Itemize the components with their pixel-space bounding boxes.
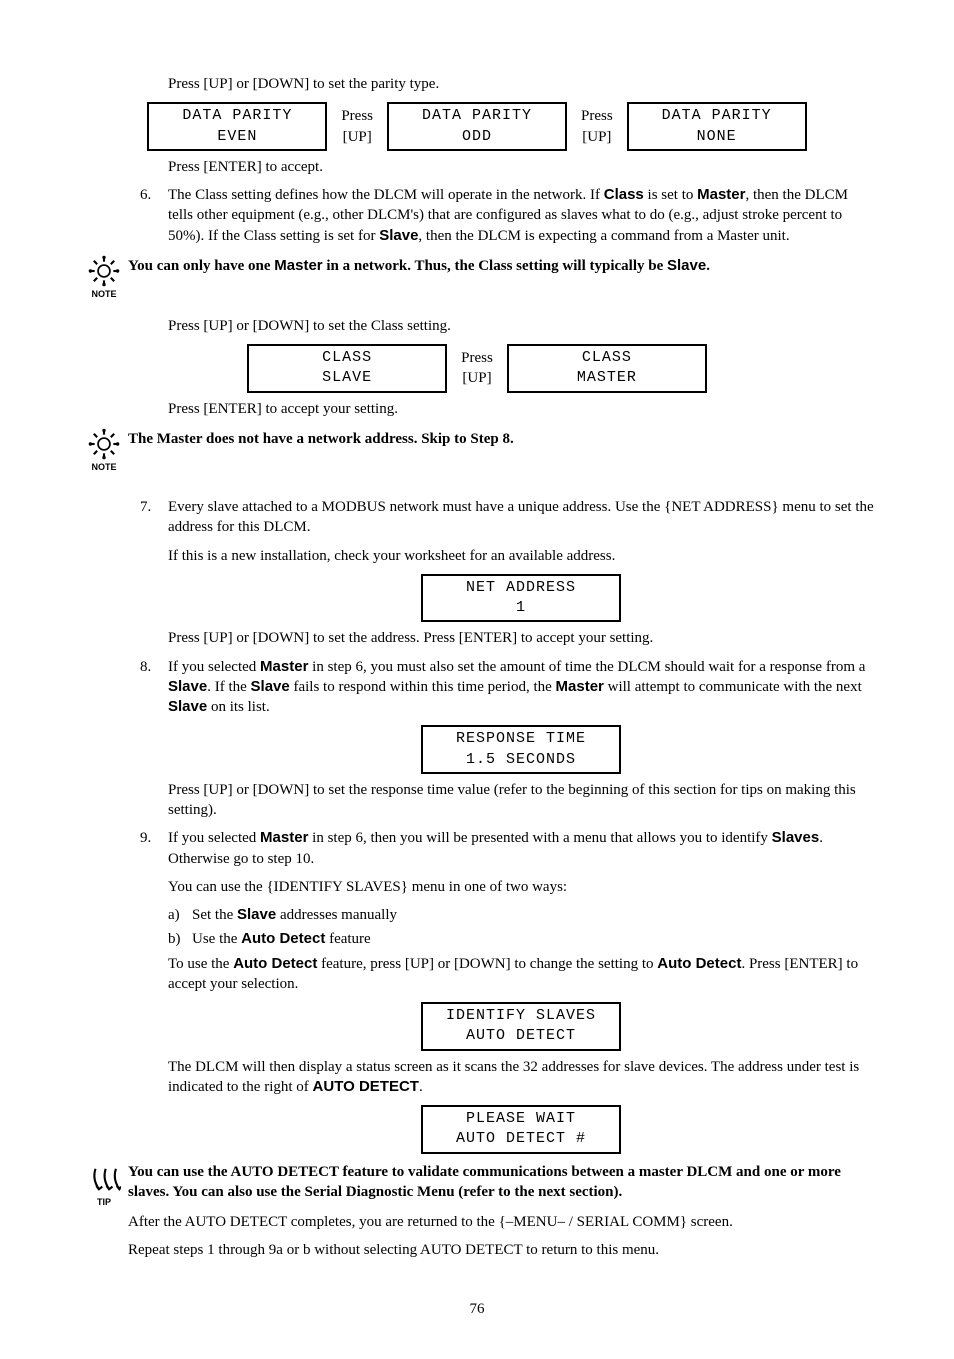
- lcd-identify-slaves: IDENTIFY SLAVES AUTO DETECT: [421, 1002, 621, 1051]
- step-number: 7.: [140, 497, 151, 517]
- sun-icon: [87, 427, 121, 461]
- parity-intro: Press [UP] or [DOWN] to set the parity t…: [168, 74, 874, 94]
- note-label: NOTE: [91, 461, 116, 473]
- step-8-p2: Press [UP] or [DOWN] to set the response…: [168, 780, 874, 821]
- lcd-parity-odd: DATA PARITY ODD: [387, 102, 567, 151]
- note-1-text: You can only have one Master in a networ…: [128, 254, 874, 276]
- lcd-line: 1.5 SECONDS: [441, 750, 601, 770]
- step-9: 9. If you selected Master in step 6, the…: [168, 828, 874, 1153]
- lcd-line: 1: [441, 598, 601, 618]
- press-label: Press [UP]: [339, 102, 375, 151]
- lcd-line: DATA PARITY: [167, 106, 307, 126]
- lcd-net-address: NET ADDRESS 1: [421, 574, 621, 623]
- lcd-line: DATA PARITY: [407, 106, 547, 126]
- step-7-p3: Press [UP] or [DOWN] to set the address.…: [168, 628, 874, 648]
- lcd-parity-even: DATA PARITY EVEN: [147, 102, 327, 151]
- note-one-master: NOTE You can only have one Master in a n…: [80, 254, 874, 300]
- tip-icon: TIP: [80, 1162, 128, 1208]
- press-enter-accept-2: Press [ENTER] to accept your setting.: [168, 399, 874, 419]
- note-skip-step-8: NOTE The Master does not have a network …: [80, 427, 874, 473]
- step-9-p2: You can use the {IDENTIFY SLAVES} menu i…: [168, 877, 874, 897]
- tip-p2: After the AUTO DETECT completes, you are…: [128, 1212, 874, 1232]
- step-7-p1: Every slave attached to a MODBUS network…: [168, 497, 874, 538]
- step-number: 8.: [140, 657, 151, 677]
- step-6-text: The Class setting defines how the DLCM w…: [168, 185, 874, 246]
- press-text: Press: [581, 106, 613, 126]
- substep-b: b) Use the Auto Detect feature: [168, 929, 874, 949]
- substep-a-text: Set the Slave addresses manually: [192, 907, 397, 923]
- press-key: [UP]: [343, 127, 372, 147]
- substep-a: a) Set the Slave addresses manually: [168, 905, 874, 925]
- lcd-line: ODD: [407, 127, 547, 147]
- lcd-parity-none: DATA PARITY NONE: [627, 102, 807, 151]
- lcd-line: CLASS: [267, 348, 427, 368]
- class-intro: Press [UP] or [DOWN] to set the Class se…: [168, 316, 874, 336]
- press-label: Press [UP]: [579, 102, 615, 151]
- lcd-line: AUTO DETECT #: [441, 1129, 601, 1149]
- lcd-response-time: RESPONSE TIME 1.5 SECONDS: [421, 725, 621, 774]
- press-key: [UP]: [582, 127, 611, 147]
- press-key: [UP]: [462, 368, 491, 388]
- substep-b-text: Use the Auto Detect feature: [192, 931, 371, 947]
- class-sequence: CLASS SLAVE Press [UP] CLASS MASTER: [80, 344, 874, 393]
- step-number: 6.: [140, 185, 151, 205]
- lcd-line: NONE: [647, 127, 787, 147]
- lcd-class-slave: CLASS SLAVE: [247, 344, 447, 393]
- step-number: 9.: [140, 828, 151, 848]
- press-text: Press: [341, 106, 373, 126]
- press-enter-accept: Press [ENTER] to accept.: [168, 157, 874, 177]
- step-7-p2: If this is a new installation, check you…: [168, 546, 874, 566]
- tip-text: You can use the AUTO DETECT feature to v…: [128, 1162, 874, 1203]
- note-icon: NOTE: [80, 254, 128, 300]
- arrows-icon: [87, 1162, 121, 1196]
- lcd-please-wait: PLEASE WAIT AUTO DETECT #: [421, 1105, 621, 1154]
- lcd-line: MASTER: [527, 368, 687, 388]
- lcd-line: IDENTIFY SLAVES: [441, 1006, 601, 1026]
- tip-label: TIP: [97, 1196, 111, 1208]
- step-8-text: If you selected Master in step 6, you mu…: [168, 657, 874, 718]
- lcd-line: AUTO DETECT: [441, 1026, 601, 1046]
- press-label: Press [UP]: [459, 344, 495, 393]
- note-icon: NOTE: [80, 427, 128, 473]
- substep-letter: a): [168, 905, 180, 925]
- note-label: NOTE: [91, 288, 116, 300]
- step-7: 7. Every slave attached to a MODBUS netw…: [168, 497, 874, 649]
- note-2-text: The Master does not have a network addre…: [128, 427, 874, 449]
- lcd-line: EVEN: [167, 127, 307, 147]
- lcd-line: RESPONSE TIME: [441, 729, 601, 749]
- press-text: Press: [461, 348, 493, 368]
- step-9-p3: To use the Auto Detect feature, press [U…: [168, 954, 874, 995]
- lcd-line: NET ADDRESS: [441, 578, 601, 598]
- lcd-line: PLEASE WAIT: [441, 1109, 601, 1129]
- sun-icon: [87, 254, 121, 288]
- page-number: 76: [80, 1299, 874, 1319]
- lcd-class-master: CLASS MASTER: [507, 344, 707, 393]
- lcd-line: CLASS: [527, 348, 687, 368]
- step-8: 8. If you selected Master in step 6, you…: [168, 657, 874, 821]
- step-6: 6. The Class setting defines how the DLC…: [168, 185, 874, 246]
- lcd-line: DATA PARITY: [647, 106, 787, 126]
- tip-auto-detect: TIP You can use the AUTO DETECT feature …: [80, 1162, 874, 1269]
- step-9-p4: The DLCM will then display a status scre…: [168, 1057, 874, 1098]
- lcd-line: SLAVE: [267, 368, 427, 388]
- substep-letter: b): [168, 929, 181, 949]
- parity-sequence: DATA PARITY EVEN Press [UP] DATA PARITY …: [80, 102, 874, 151]
- step-9-text: If you selected Master in step 6, then y…: [168, 828, 874, 869]
- tip-p3: Repeat steps 1 through 9a or b without s…: [128, 1240, 874, 1260]
